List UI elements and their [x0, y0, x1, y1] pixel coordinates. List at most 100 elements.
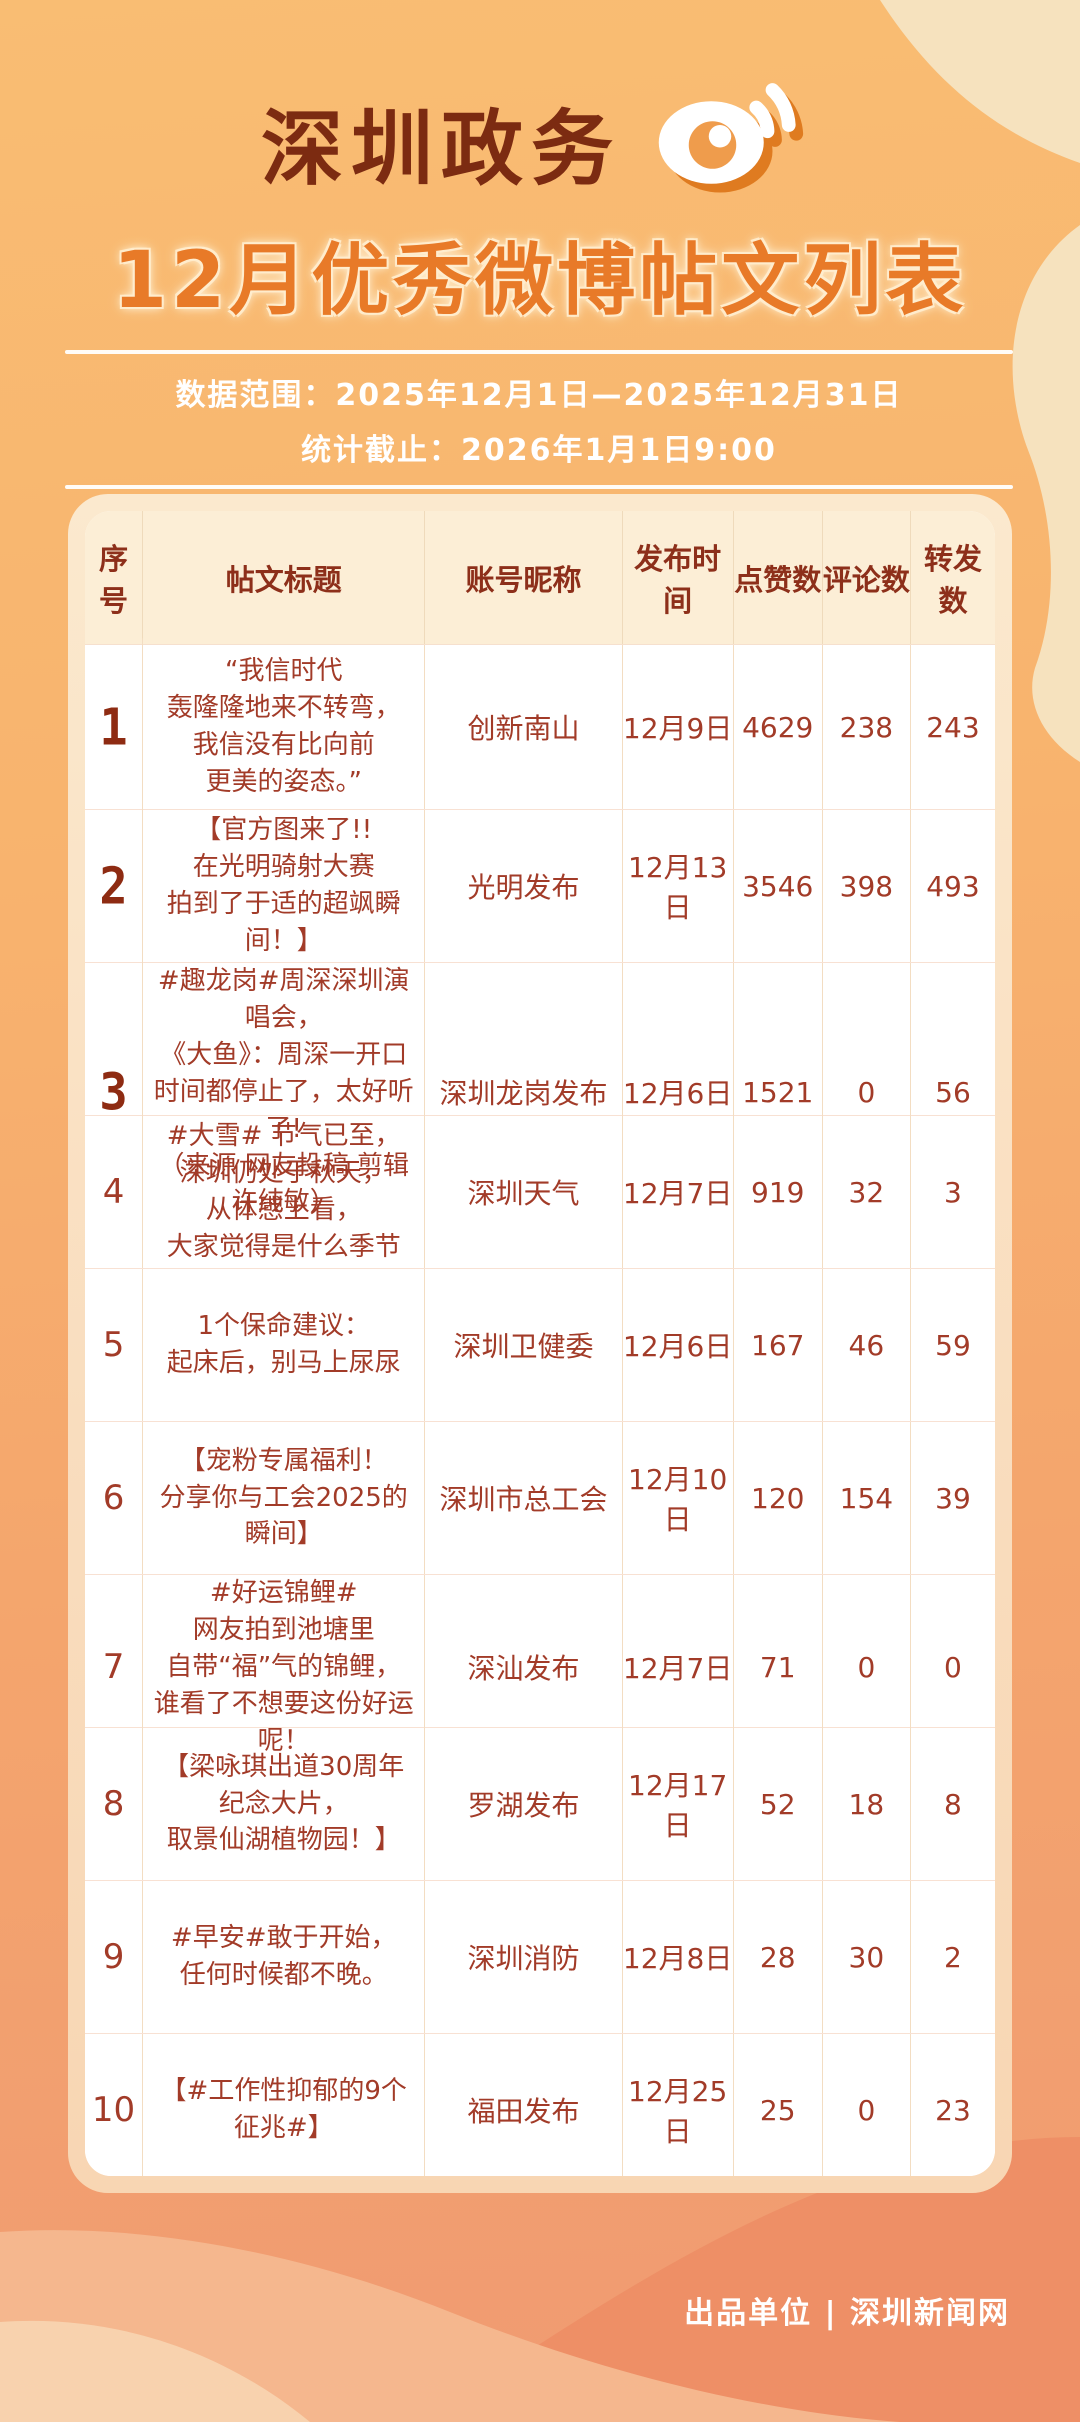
- col-header-account: 账号昵称: [425, 511, 623, 644]
- likes-cell: 3546: [734, 810, 823, 962]
- rank-cell: 2: [85, 803, 144, 969]
- publish-date-cell: 12月10日: [623, 1422, 734, 1574]
- table-row: 1 “我信时代 轰隆隆地来不转弯， 我信没有比向前 更美的姿态。” 创新南山 1…: [85, 638, 995, 816]
- rank-cell: 10: [85, 2034, 144, 2176]
- likes-cell: 1521: [734, 963, 823, 1222]
- rank-cell: 3: [85, 952, 144, 1232]
- reposts-cell: 243: [926, 710, 980, 744]
- account-cell: 光明发布: [425, 810, 623, 962]
- col-header-reposts: 转发数: [923, 541, 982, 618]
- table-row: 10 【#工作性抑郁的9个征兆#】 福田发布 12月25日 25 0 23: [85, 2033, 995, 2176]
- credit-label: 出品单位 | 深圳新闻网: [684, 2296, 1010, 2331]
- reposts-cell: 0: [944, 1650, 962, 1684]
- likes-cell: 120: [734, 1422, 823, 1574]
- likes-cell: 52: [734, 1728, 823, 1880]
- table-row: 4 #大雪# 节气已至， 深圳仍处于秋天， 从体感上看， 大家觉得是什么季节 深…: [85, 1115, 995, 1268]
- comments-cell: 398: [823, 810, 911, 962]
- reposts-cell: 39: [935, 1481, 971, 1515]
- account-cell: 深圳龙岗发布: [425, 963, 623, 1222]
- publish-date-cell: 12月6日: [623, 1269, 734, 1421]
- account-cell: 深圳卫健委: [425, 1269, 623, 1421]
- poster-header: 深圳政务 12月优秀微博帖文列表: [0, 66, 1080, 330]
- table-card: 序号 帖文标题 账号昵称 发布时间 点赞数 评论数 转发数 1 “我信时代 轰隆…: [68, 494, 1012, 2193]
- reposts-cell: 23: [935, 2093, 971, 2127]
- col-header-rank: 序号: [85, 511, 144, 644]
- comments-cell: 32: [823, 1116, 911, 1268]
- divider-line-top: [65, 350, 1013, 354]
- post-title-cell: 【官方图来了!! 在光明骑射大赛 拍到了于适的超飒瞬间！】: [143, 810, 426, 962]
- table-row: 7 #好运锦鲤# 网友拍到池塘里 自带“福”气的锦鲤， 谁看了不想要这份好运呢！…: [85, 1574, 995, 1760]
- publish-date-cell: 12月13日: [623, 810, 734, 962]
- account-cell: 深汕发布: [425, 1575, 623, 1760]
- rank-cell: 7: [85, 1575, 144, 1760]
- account-cell: 深圳市总工会: [425, 1422, 623, 1574]
- likes-cell: 4629: [734, 645, 823, 809]
- table-row: 2 【官方图来了!! 在光明骑射大赛 拍到了于适的超飒瞬间！】 光明发布 12月…: [85, 803, 995, 969]
- account-cell: 深圳天气: [425, 1116, 623, 1268]
- col-header-title: 帖文标题: [143, 511, 426, 644]
- publish-date-cell: 12月9日: [623, 645, 734, 809]
- comments-cell: 154: [823, 1422, 911, 1574]
- publish-date-cell: 12月17日: [623, 1728, 734, 1880]
- comments-cell: 46: [823, 1269, 911, 1421]
- rank-cell: 5: [85, 1269, 144, 1421]
- col-header-likes: 点赞数: [734, 511, 823, 644]
- post-title-cell: 【宠粉专属福利！ 分享你与工会2025的瞬间】: [143, 1422, 426, 1574]
- comments-cell: 18: [823, 1728, 911, 1880]
- post-title-cell: #大雪# 节气已至， 深圳仍处于秋天， 从体感上看， 大家觉得是什么季节: [143, 1116, 426, 1268]
- account-cell: 深圳消防: [425, 1881, 623, 2033]
- table-row: 5 1个保命建议： 起床后，别马上尿尿 深圳卫健委 12月6日 167 46 5…: [85, 1268, 995, 1421]
- comments-cell: 0: [823, 963, 911, 1222]
- post-title-cell: 【#工作性抑郁的9个征兆#】: [143, 2034, 426, 2176]
- post-title-cell: “我信时代 轰隆隆地来不转弯， 我信没有比向前 更美的姿态。”: [143, 645, 426, 809]
- table-row: 6 【宠粉专属福利！ 分享你与工会2025的瞬间】 深圳市总工会 12月10日 …: [85, 1421, 995, 1574]
- brand-title: 深圳政务: [260, 101, 621, 197]
- post-title-cell: 1个保命建议： 起床后，别马上尿尿: [143, 1269, 426, 1421]
- post-title-cell: #趣龙岗#周深深圳演唱会， 《大鱼》：周深一开口 时间都停止了，太好听了! （来…: [143, 963, 426, 1222]
- table-row: 3 #趣龙岗#周深深圳演唱会， 《大鱼》：周深一开口 时间都停止了，太好听了! …: [85, 952, 995, 1232]
- page-title: 12月优秀微博帖文列表: [112, 236, 968, 326]
- account-cell: 创新南山: [425, 645, 623, 809]
- stats-deadline-label: 统计截止：2026年1月1日9:00: [301, 433, 777, 468]
- reposts-cell: 2: [944, 1940, 962, 1974]
- rank-cell: 8: [85, 1728, 144, 1880]
- posts-table: 序号 帖文标题 账号昵称 发布时间 点赞数 评论数 转发数 1 “我信时代 轰隆…: [85, 511, 995, 2176]
- likes-cell: 28: [734, 1881, 823, 2033]
- col-header-comments: 评论数: [823, 511, 911, 644]
- meta-section: 数据范围：2025年12月1日—2025年12月31日 统计截止：2026年1月…: [65, 350, 1013, 489]
- table-row: 9 #早安#敢于开始， 任何时候都不晚。 深圳消防 12月8日 28 30 2: [85, 1880, 995, 2033]
- publish-date-cell: 12月8日: [623, 1881, 734, 2033]
- post-title-cell: #好运锦鲤# 网友拍到池塘里 自带“福”气的锦鲤， 谁看了不想要这份好运呢！: [143, 1575, 426, 1760]
- publish-date-cell: 12月6日: [623, 963, 734, 1222]
- table-header-row: 序号 帖文标题 账号昵称 发布时间 点赞数 评论数 转发数: [85, 511, 995, 645]
- account-cell: 福田发布: [425, 2034, 623, 2176]
- likes-cell: 25: [734, 2034, 823, 2176]
- likes-cell: 71: [734, 1575, 823, 1760]
- rank-cell: 9: [85, 1881, 144, 2033]
- post-title-cell: 【梁咏琪出道30周年 纪念大片， 取景仙湖植物园！】: [143, 1728, 426, 1880]
- brand-row: 深圳政务: [0, 66, 1080, 216]
- publish-date-cell: 12月7日: [623, 1575, 734, 1760]
- divider-line-bottom: [65, 485, 1013, 489]
- rank-cell: 1: [85, 638, 144, 816]
- likes-cell: 919: [734, 1116, 823, 1268]
- post-title-cell: #早安#敢于开始， 任何时候都不晚。: [143, 1881, 426, 2033]
- data-range-label: 数据范围：2025年12月1日—2025年12月31日: [175, 378, 903, 413]
- reposts-cell: 59: [935, 1328, 971, 1362]
- account-cell: 罗湖发布: [425, 1728, 623, 1880]
- comments-cell: 0: [823, 2034, 911, 2176]
- weibo-logo-icon: [658, 83, 804, 193]
- reposts-cell: 8: [944, 1787, 962, 1821]
- reposts-cell: 56: [935, 1075, 971, 1109]
- likes-cell: 167: [734, 1269, 823, 1421]
- col-header-date: 发布时间: [623, 511, 734, 644]
- reposts-cell: 3: [944, 1175, 962, 1209]
- publish-date-cell: 12月25日: [623, 2034, 734, 2176]
- rank-cell: 6: [85, 1422, 144, 1574]
- comments-cell: 0: [823, 1575, 911, 1760]
- reposts-cell: 493: [926, 869, 980, 903]
- publish-date-cell: 12月7日: [623, 1116, 734, 1268]
- comments-cell: 238: [823, 645, 911, 809]
- table-row: 8 【梁咏琪出道30周年 纪念大片， 取景仙湖植物园！】 罗湖发布 12月17日…: [85, 1727, 995, 1880]
- table-body: 1 “我信时代 轰隆隆地来不转弯， 我信没有比向前 更美的姿态。” 创新南山 1…: [85, 638, 995, 2176]
